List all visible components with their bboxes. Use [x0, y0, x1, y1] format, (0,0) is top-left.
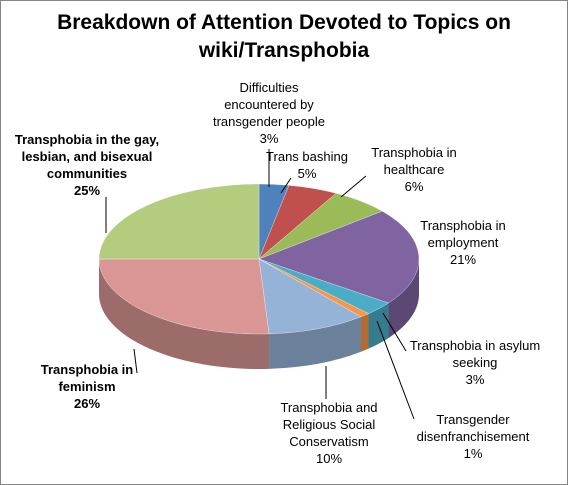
chart-title: Breakdown of Attention Devoted to Topics…: [57, 11, 511, 62]
leader-line: [382, 312, 407, 352]
leader-line: [280, 177, 292, 194]
value-label: 21%: [449, 252, 477, 267]
data-label: Transphobia in healthcare 6%: [359, 144, 469, 195]
category-label: Transphobia in employment: [420, 218, 506, 250]
slice-side: [99, 259, 270, 369]
category-label: Transphobia and Religious Social Conserv…: [280, 400, 378, 449]
category-label: Transphobia in healthcare: [371, 145, 457, 177]
data-label: Difficulties encountered by transgender …: [204, 79, 334, 147]
leader-line: [340, 175, 367, 198]
slice: [98, 258, 270, 335]
value-label: 3%: [465, 372, 485, 387]
category-label: Difficulties encountered by transgender …: [212, 80, 326, 129]
value-label: 26%: [73, 396, 101, 411]
slice: [258, 258, 362, 335]
data-label: Trans bashing 5%: [262, 148, 352, 182]
value-label: 25%: [73, 183, 101, 198]
slice-side: [269, 316, 361, 369]
category-label: Transphobia in feminism: [40, 362, 134, 394]
slice: [98, 183, 260, 260]
slice: [258, 211, 420, 304]
data-label: Transphobia in asylum seeking 3%: [400, 337, 550, 388]
data-label: Transphobia in the gay, lesbian, and bis…: [1, 131, 175, 199]
category-label: Transphobia in the gay, lesbian, and bis…: [14, 132, 160, 181]
value-label: 6%: [404, 179, 424, 194]
value-label: 3%: [259, 131, 279, 146]
category-label: Trans bashing: [266, 149, 348, 164]
slice-side: [360, 313, 369, 352]
leader-line: [133, 348, 138, 374]
category-label: Transphobia in asylum seeking: [409, 338, 541, 370]
slice-side: [388, 259, 419, 339]
data-label: Transphobia and Religious Social Conserv…: [259, 399, 399, 467]
value-label: 10%: [315, 451, 343, 466]
value-label: 1%: [463, 446, 483, 461]
data-label: Transgender disenfranchisement 1%: [408, 411, 538, 462]
leader-line: [376, 320, 415, 420]
data-label: Transphobia in employment 21%: [408, 217, 518, 268]
data-label: Transphobia in feminism 26%: [27, 361, 147, 412]
value-label: 5%: [297, 166, 317, 181]
category-label: Transgender disenfranchisement: [416, 412, 530, 444]
